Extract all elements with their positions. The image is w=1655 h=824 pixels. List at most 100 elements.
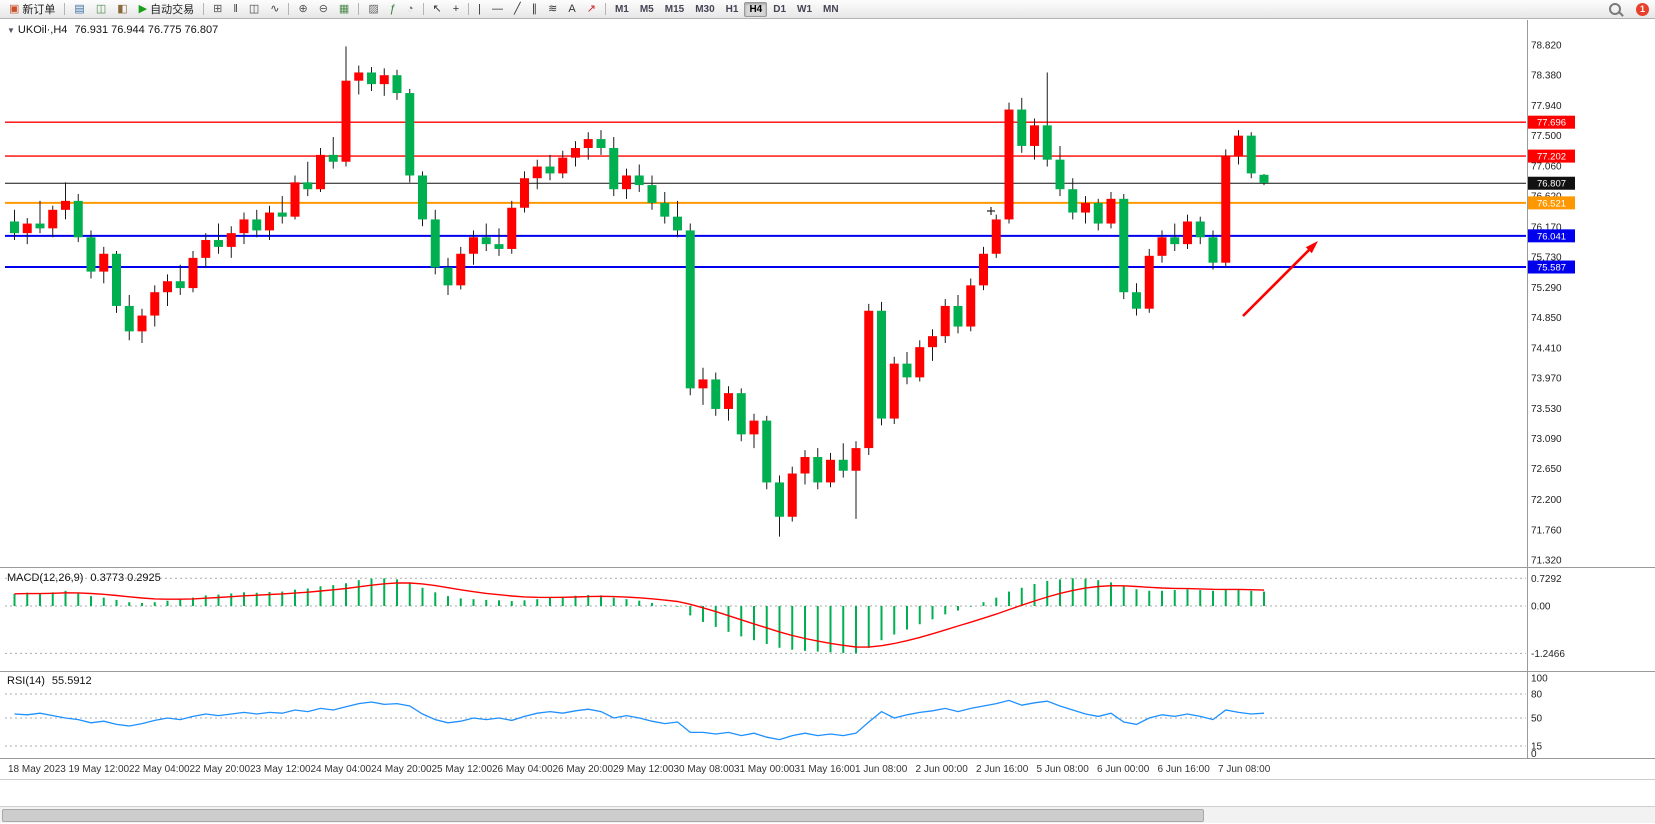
data-window-icon: ◫ <box>95 2 107 15</box>
chart-candles-icon[interactable]: ◫ <box>244 1 264 17</box>
timeframe-m5[interactable]: M5 <box>635 2 659 17</box>
price-tag <box>1528 229 1575 243</box>
svg-text:100: 100 <box>1531 674 1548 685</box>
svg-text:0: 0 <box>1531 749 1537 760</box>
horizontal-scrollbar[interactable] <box>0 806 1655 823</box>
grid-icon: ▦ <box>338 2 350 15</box>
zoom-out-icon[interactable]: ⊖ <box>314 1 333 17</box>
timeframe-m15[interactable]: M15 <box>660 2 689 17</box>
trend-arrow-annotation <box>1242 241 1318 317</box>
svg-text:6 Jun 16:00: 6 Jun 16:00 <box>1158 764 1211 775</box>
svg-text:15: 15 <box>1531 742 1543 753</box>
svg-text:24 May 20:00: 24 May 20:00 <box>371 764 432 775</box>
svg-text:75.587: 75.587 <box>1537 263 1566 274</box>
svg-text:19 May 12:00: 19 May 12:00 <box>69 764 130 775</box>
svg-text:31 May 16:00: 31 May 16:00 <box>795 764 856 775</box>
crosshair-icon[interactable]: + <box>448 1 464 17</box>
grid-icon[interactable]: ▦ <box>334 1 354 17</box>
new-order-button-label: 新订单 <box>22 4 56 16</box>
scrollbar-thumb[interactable] <box>2 809 1204 822</box>
new-chart-icon[interactable]: ⊞ <box>208 1 227 17</box>
svg-text:76.807: 76.807 <box>1537 179 1566 190</box>
price-tag <box>1528 115 1575 129</box>
new-order-button[interactable]: ▣ 新订单 <box>4 1 60 17</box>
svg-text:26 May 04:00: 26 May 04:00 <box>492 764 553 775</box>
timeframe-m30[interactable]: M30 <box>690 2 719 17</box>
svg-text:-1.2466: -1.2466 <box>1531 649 1565 660</box>
price-level-lines <box>5 121 1526 269</box>
svg-text:77.202: 77.202 <box>1537 152 1566 163</box>
fibonacci-icon[interactable]: ≋ <box>543 1 562 17</box>
toolbar-separator <box>64 3 66 15</box>
indicators-icon[interactable]: ƒ <box>385 1 401 17</box>
navigator-icon: ◧ <box>117 2 128 15</box>
svg-text:77.940: 77.940 <box>1531 101 1562 112</box>
templates-icon[interactable]: ▨ <box>363 1 383 17</box>
data-window-icon[interactable]: ◫ <box>91 1 111 17</box>
svg-text:80: 80 <box>1531 690 1543 701</box>
svg-text:78.820: 78.820 <box>1531 41 1562 52</box>
search-icon[interactable] <box>1609 3 1621 15</box>
text-icon[interactable]: A <box>563 1 580 17</box>
svg-text:2 Jun 00:00: 2 Jun 00:00 <box>916 764 969 775</box>
svg-text:1 Jun 08:00: 1 Jun 08:00 <box>855 764 908 775</box>
svg-text:71.760: 71.760 <box>1531 525 1562 536</box>
timeframe-m1[interactable]: M1 <box>610 2 634 17</box>
fibonacci-icon: ≋ <box>548 2 558 15</box>
alerts-icon[interactable]: ◔ <box>402 1 419 17</box>
svg-text:2 Jun 16:00: 2 Jun 16:00 <box>976 764 1029 775</box>
text-icon: A <box>568 2 576 15</box>
chart-line-icon[interactable]: ∿ <box>265 1 284 17</box>
timeframe-h1[interactable]: H1 <box>721 2 744 17</box>
timeframe-h4[interactable]: H4 <box>744 1 768 17</box>
zoom-in-icon[interactable]: ⊕ <box>293 1 312 17</box>
vertical-line-icon: | <box>478 2 482 15</box>
svg-text:72.200: 72.200 <box>1531 495 1562 506</box>
notification-badge[interactable]: 1 <box>1636 2 1649 16</box>
channel-icon[interactable]: ∥ <box>527 1 543 17</box>
cursor-icon[interactable]: ↖ <box>428 1 447 17</box>
svg-text:77.696: 77.696 <box>1537 118 1566 129</box>
auto-trading-button-label: 自动交易 <box>150 4 195 16</box>
chart-bars-icon[interactable]: ‖ <box>228 1 243 17</box>
svg-text:0.00: 0.00 <box>1531 602 1551 613</box>
svg-text:76.041: 76.041 <box>1537 231 1566 242</box>
chart-bars-icon: ‖ <box>233 2 238 15</box>
timeframe-w1[interactable]: W1 <box>792 2 817 17</box>
price-tag <box>1528 149 1575 163</box>
trendline-icon[interactable]: ╱ <box>509 1 526 17</box>
zoom-in-icon: ⊕ <box>298 2 308 15</box>
trendline-icon: ╱ <box>514 2 521 15</box>
timeframe-d1[interactable]: D1 <box>768 2 791 17</box>
svg-text:77.500: 77.500 <box>1531 131 1562 142</box>
vertical-line-icon[interactable]: | <box>473 1 486 17</box>
price-tag <box>1528 176 1575 190</box>
timeframe-mn[interactable]: MN <box>818 2 844 17</box>
arrows-icon[interactable]: ↗ <box>582 1 601 17</box>
svg-text:0.7292: 0.7292 <box>1531 574 1562 585</box>
navigator-icon[interactable]: ◧ <box>112 1 132 17</box>
svg-text:73.970: 73.970 <box>1531 374 1562 385</box>
svg-text:25 May 12:00: 25 May 12:00 <box>432 764 493 775</box>
main-toolbar: ▣ 新订单 ▤ ◫ ◧ ▶ 自动交易 ⊞ ‖ ◫ ∿ ⊕ ⊖ ▦ ▨ ƒ ◔ ↖ + | — ╱ ∥ ≋ A ↗ M1 M5 M15 M3… <box>0 0 1655 19</box>
svg-text:77.060: 77.060 <box>1531 161 1562 172</box>
svg-text:5 Jun 08:00: 5 Jun 08:00 <box>1037 764 1090 775</box>
svg-text:24 May 04:00: 24 May 04:00 <box>311 764 372 775</box>
svg-text:31 May 00:00: 31 May 00:00 <box>734 764 795 775</box>
market-watch-icon[interactable]: ▤ <box>69 1 89 17</box>
candles-group <box>10 46 1269 537</box>
market-watch-icon: ▤ <box>74 2 85 15</box>
toolbar-separator <box>468 3 470 15</box>
svg-text:76.521: 76.521 <box>1537 198 1566 209</box>
auto-trading-button[interactable]: ▶ 自动交易 <box>134 1 199 17</box>
svg-text:50: 50 <box>1531 714 1543 725</box>
svg-text:78.380: 78.380 <box>1531 71 1562 82</box>
svg-text:29 May 12:00: 29 May 12:00 <box>613 764 674 775</box>
svg-text:22 May 04:00: 22 May 04:00 <box>129 764 190 775</box>
crosshair-icon: + <box>452 2 460 15</box>
horizontal-line-icon[interactable]: — <box>487 1 508 17</box>
cross-marker-annotation <box>987 207 995 215</box>
price-tag <box>1528 196 1575 210</box>
